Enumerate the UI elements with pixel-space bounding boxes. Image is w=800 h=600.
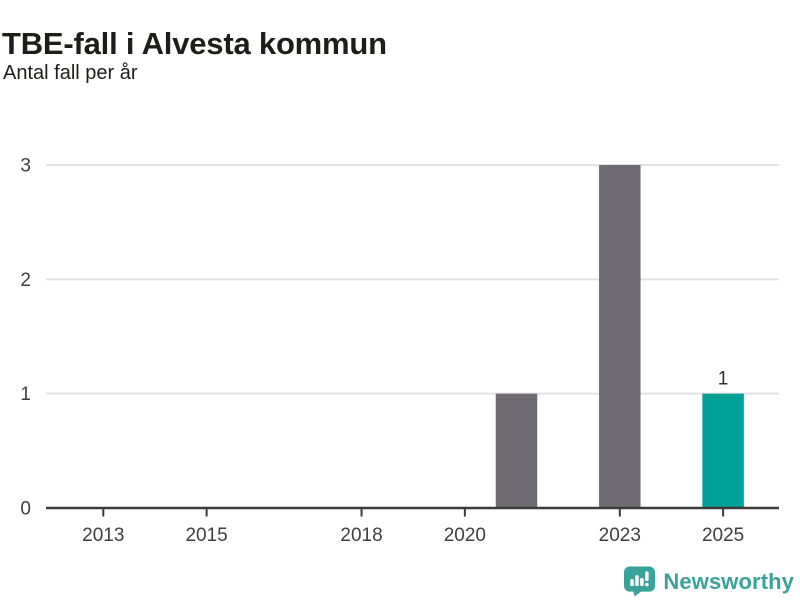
chart-title: TBE-fall i Alvesta kommun xyxy=(2,25,387,61)
y-tick-label-3: 3 xyxy=(20,156,31,177)
bar-2025 xyxy=(702,393,744,508)
y-tick-label-2: 2 xyxy=(20,270,31,291)
y-tick-label-0: 0 xyxy=(20,499,31,520)
x-tick-label-2013: 2013 xyxy=(82,525,124,546)
y-tick-label-1: 1 xyxy=(20,384,31,405)
chart-subtitle: Antal fall per år xyxy=(3,62,138,84)
value-label-2025: 1 xyxy=(718,369,729,390)
newsworthy-logo-text: Newsworthy xyxy=(663,568,794,594)
x-tick-label-2023: 2023 xyxy=(599,525,641,546)
x-tick-label-2025: 2025 xyxy=(702,525,744,546)
bar-2021 xyxy=(495,393,538,508)
x-tick-label-2020: 2020 xyxy=(444,525,486,546)
newsworthy-logo-icon xyxy=(624,566,656,597)
bar-chart-plot: 2013 2015 2018 2020 2023 2025 0 1 2 3 1 xyxy=(20,156,779,546)
bar-2023 xyxy=(599,165,641,508)
x-tick-label-2015: 2015 xyxy=(185,525,227,546)
x-tick-label-2018: 2018 xyxy=(340,525,382,546)
newsworthy-logo: Newsworthy xyxy=(624,566,794,597)
